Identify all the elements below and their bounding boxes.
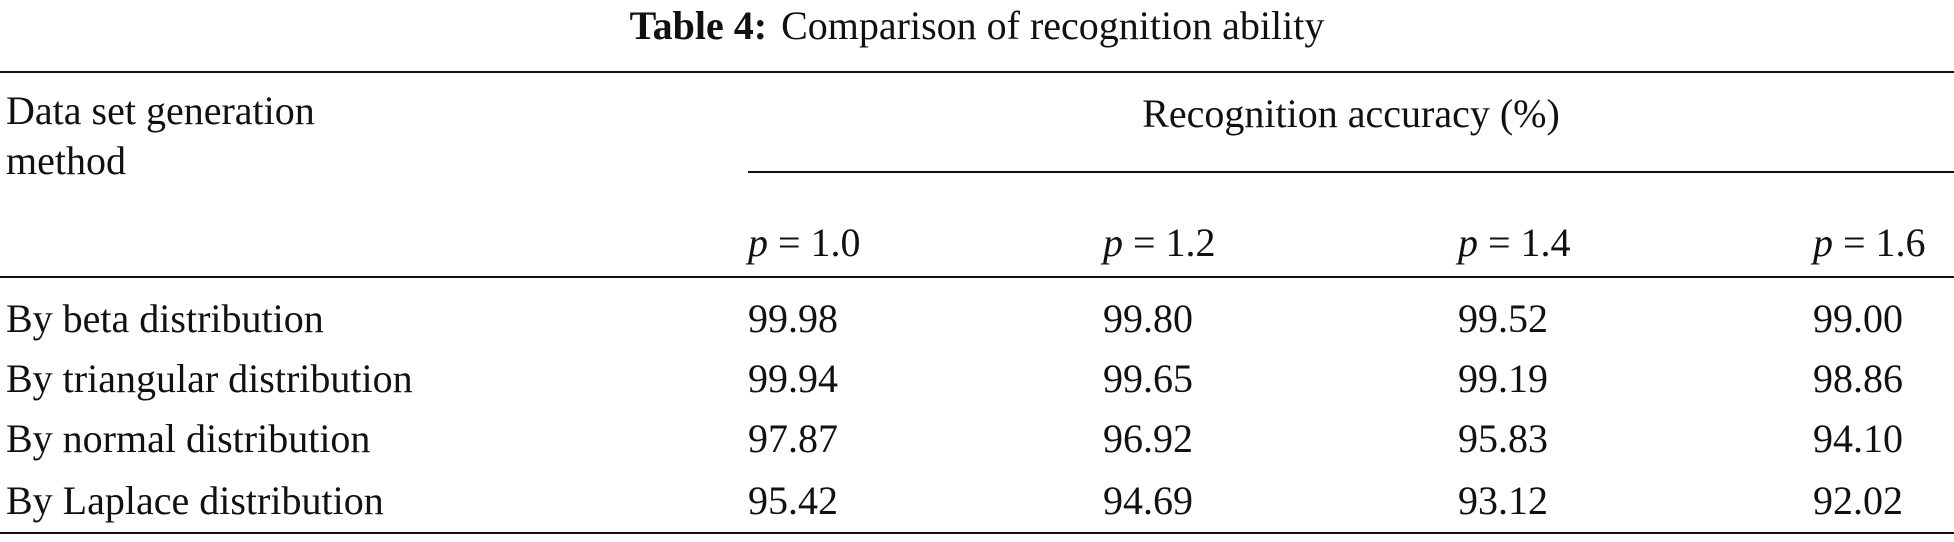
column-symbol: p xyxy=(748,220,768,265)
cell-value: 99.19 xyxy=(1458,356,1548,401)
column-value: = 1.4 xyxy=(1488,220,1571,265)
caption-text: Comparison of recognition ability xyxy=(781,3,1325,48)
cell-value: 99.80 xyxy=(1103,296,1193,341)
cell-value: 99.52 xyxy=(1458,296,1548,341)
column-value: = 1.0 xyxy=(778,220,861,265)
row-label: By triangular distribution xyxy=(6,356,413,401)
column-header: p = 1.0 xyxy=(748,219,861,267)
cell-value: 99.94 xyxy=(748,356,838,401)
column-symbol: p xyxy=(1103,220,1123,265)
column-symbol: p xyxy=(1813,220,1833,265)
column-header: p = 1.4 xyxy=(1458,219,1571,267)
header-rule xyxy=(0,276,1954,278)
group-header: Recognition accuracy (%) xyxy=(1142,91,1560,136)
cell-value: 95.42 xyxy=(748,478,838,523)
cell-value: 93.12 xyxy=(1458,478,1548,523)
column-value: = 1.6 xyxy=(1843,220,1926,265)
cell-value: 99.65 xyxy=(1103,356,1193,401)
cell-value: 96.92 xyxy=(1103,416,1193,461)
cell-value: 97.87 xyxy=(748,416,838,461)
column-header: p = 1.6 xyxy=(1813,219,1926,267)
cell-value: 94.10 xyxy=(1813,416,1903,461)
cell-value: 99.00 xyxy=(1813,296,1903,341)
cell-value: 98.86 xyxy=(1813,356,1903,401)
row-label: By Laplace distribution xyxy=(6,478,384,523)
cell-value: 94.69 xyxy=(1103,478,1193,523)
bottom-rule xyxy=(0,532,1954,534)
row-header: Data set generation method xyxy=(6,88,315,183)
top-rule xyxy=(0,71,1954,73)
column-value: = 1.2 xyxy=(1133,220,1216,265)
column-symbol: p xyxy=(1458,220,1478,265)
row-label: By beta distribution xyxy=(6,296,324,341)
cell-value: 99.98 xyxy=(748,296,838,341)
caption-label: Table 4: xyxy=(629,3,768,48)
cell-value: 95.83 xyxy=(1458,416,1548,461)
column-header: p = 1.2 xyxy=(1103,219,1216,267)
group-rule xyxy=(748,171,1954,173)
cell-value: 92.02 xyxy=(1813,478,1903,523)
row-label: By normal distribution xyxy=(6,416,371,461)
caption: Table 4: Comparison of recognition abilit… xyxy=(0,2,1954,50)
